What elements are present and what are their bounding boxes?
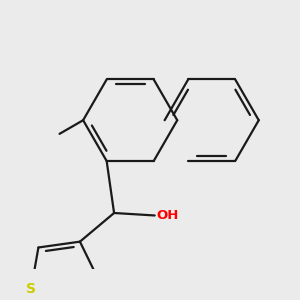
Text: OH: OH — [157, 209, 179, 222]
Text: S: S — [26, 282, 36, 296]
